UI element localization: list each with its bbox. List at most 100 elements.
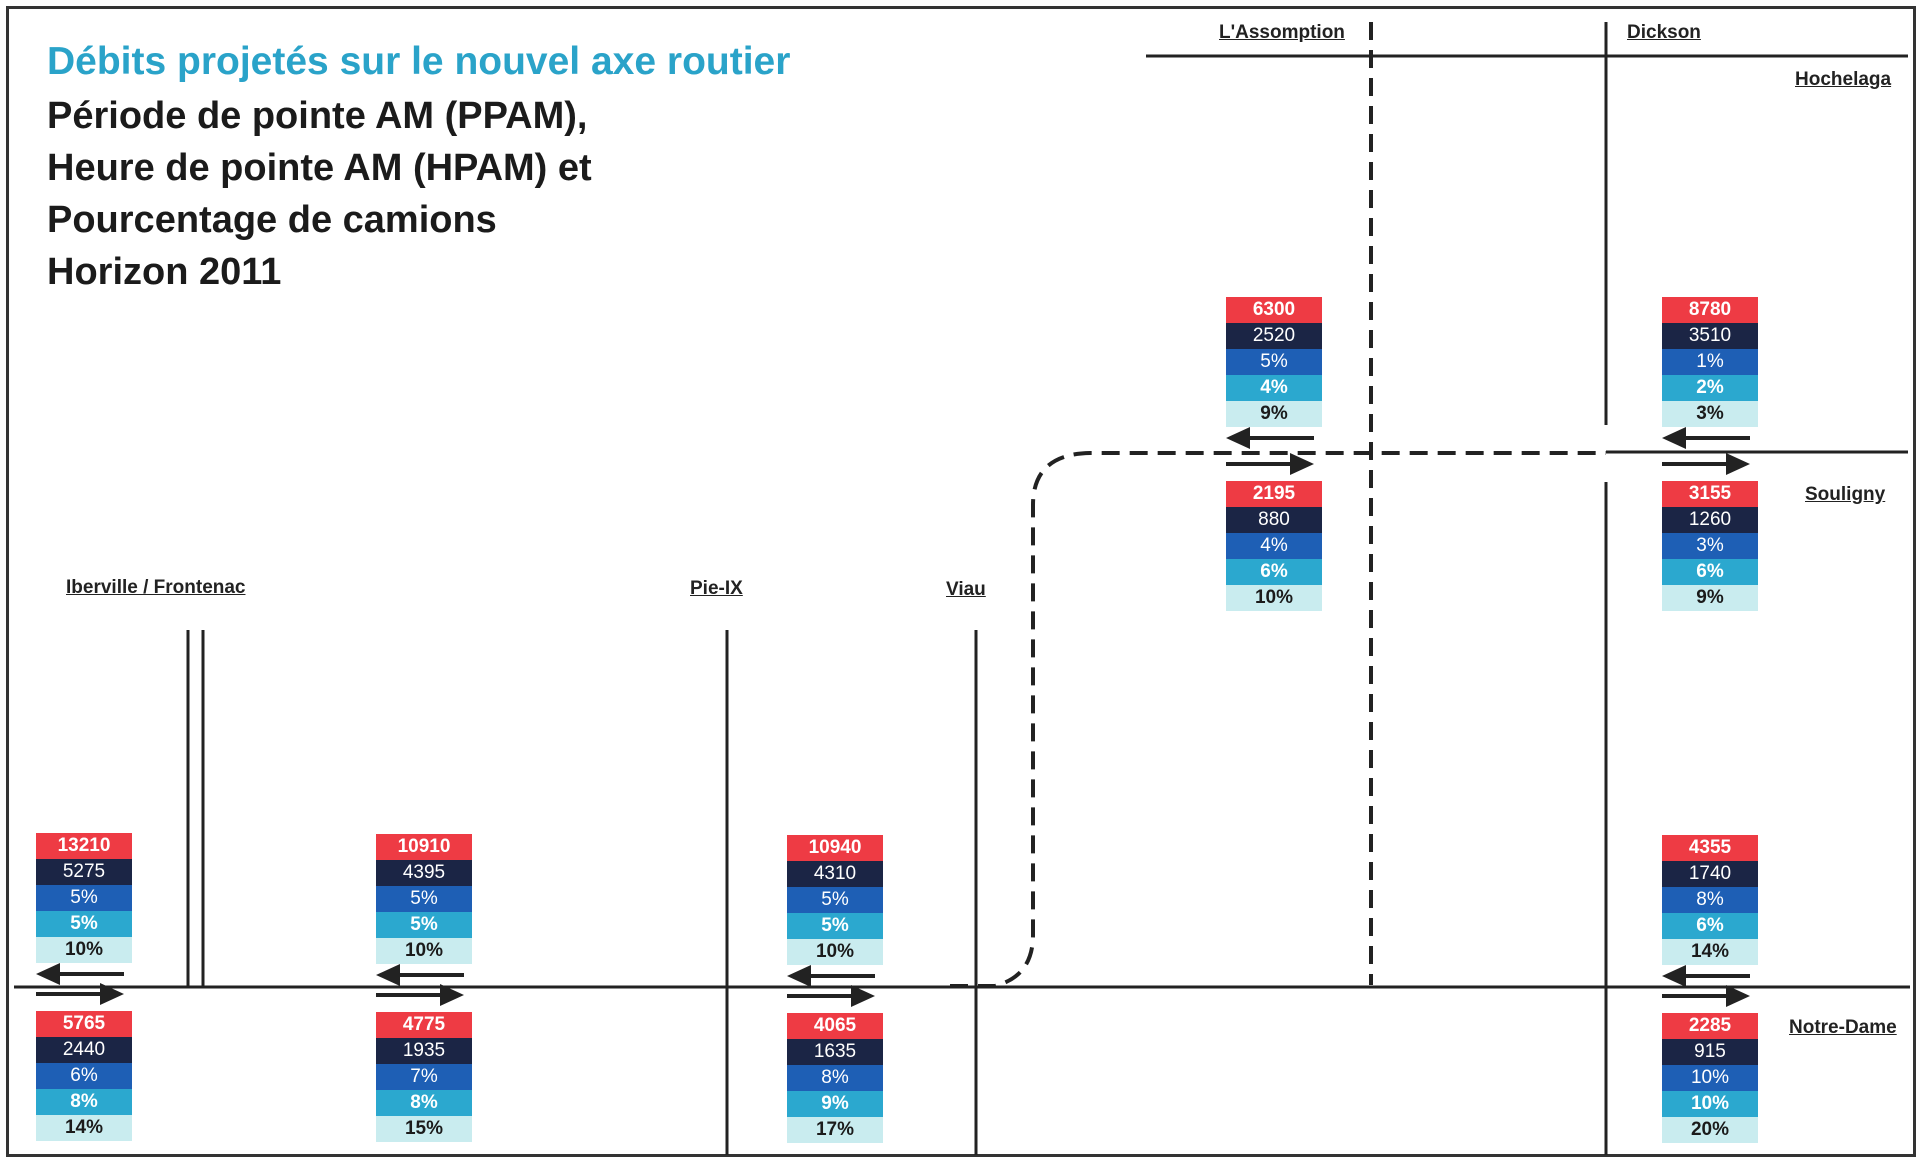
truck-pct-2: 8% (36, 1089, 132, 1115)
truck-pct-1: 5% (36, 885, 132, 911)
truck-pct-1: 5% (787, 887, 883, 913)
truck-pct-2: 6% (1226, 559, 1322, 585)
truck-pct-2: 9% (787, 1091, 883, 1117)
ppam-volume: 13210 (36, 833, 132, 859)
truck-pct-3: 14% (36, 1115, 132, 1141)
volume-box-pie-ix-westbound: 10940 4310 5% 5% 10% (787, 835, 883, 965)
truck-pct-1: 8% (787, 1065, 883, 1091)
hpam-volume: 1260 (1662, 507, 1758, 533)
hpam-volume: 4395 (376, 860, 472, 886)
ppam-volume: 2285 (1662, 1013, 1758, 1039)
diagram-frame (6, 6, 1916, 1157)
truck-pct-3: 10% (1226, 585, 1322, 611)
ppam-volume: 10940 (787, 835, 883, 861)
street-label-iberville: Iberville / Frontenac (66, 577, 246, 598)
volume-box-assomption-eastbound: 2195 880 4% 6% 10% (1226, 481, 1322, 611)
subtitle-line-4: Horizon 2011 (47, 251, 282, 293)
subtitle-line-3: Pourcentage de camions (47, 199, 497, 241)
truck-pct-2: 6% (1662, 559, 1758, 585)
ppam-volume: 8780 (1662, 297, 1758, 323)
truck-pct-2: 5% (787, 913, 883, 939)
truck-pct-2: 6% (1662, 913, 1758, 939)
truck-pct-3: 3% (1662, 401, 1758, 427)
ppam-volume: 4065 (787, 1013, 883, 1039)
truck-pct-3: 9% (1662, 585, 1758, 611)
hpam-volume: 1935 (376, 1038, 472, 1064)
volume-box-notre-dame-eastbound: 2285 915 10% 10% 20% (1662, 1013, 1758, 1143)
volume-box-mid-eastbound: 4775 1935 7% 8% 15% (376, 1012, 472, 1142)
truck-pct-1: 7% (376, 1064, 472, 1090)
arrow-right-icon (36, 983, 124, 1005)
hpam-volume: 2520 (1226, 323, 1322, 349)
street-label-assomption: L'Assomption (1219, 22, 1345, 43)
hpam-volume: 880 (1226, 507, 1322, 533)
truck-pct-1: 5% (1226, 349, 1322, 375)
truck-pct-3: 17% (787, 1117, 883, 1143)
arrow-left-icon (1662, 427, 1750, 449)
truck-pct-3: 10% (376, 938, 472, 964)
truck-pct-3: 10% (36, 937, 132, 963)
volume-box-iberville-westbound: 13210 5275 5% 5% 10% (36, 833, 132, 963)
truck-pct-2: 5% (376, 912, 472, 938)
volume-box-dickson-westbound: 8780 3510 1% 2% 3% (1662, 297, 1758, 427)
street-label-pie-ix: Pie-IX (690, 578, 743, 599)
diagram-title: Débits projetés sur le nouvel axe routie… (47, 40, 791, 83)
volume-box-notre-dame-westbound: 4355 1740 8% 6% 14% (1662, 835, 1758, 965)
truck-pct-3: 14% (1662, 939, 1758, 965)
street-label-hochelaga: Hochelaga (1795, 69, 1892, 90)
truck-pct-1: 3% (1662, 533, 1758, 559)
arrow-right-icon (376, 984, 464, 1006)
new-axis-dashed (950, 451, 1606, 988)
ppam-volume: 10910 (376, 834, 472, 860)
hpam-volume: 5275 (36, 859, 132, 885)
arrow-right-icon (1662, 985, 1750, 1007)
volume-box-pie-ix-eastbound: 4065 1635 8% 9% 17% (787, 1013, 883, 1143)
volume-box-assomption-westbound: 6300 2520 5% 4% 9% (1226, 297, 1322, 427)
ppam-volume: 2195 (1226, 481, 1322, 507)
arrow-left-icon (376, 964, 464, 986)
volume-box-mid-westbound: 10910 4395 5% 5% 10% (376, 834, 472, 964)
truck-pct-2: 10% (1662, 1091, 1758, 1117)
street-label-souligny: Souligny (1805, 484, 1886, 505)
truck-pct-2: 5% (36, 911, 132, 937)
arrow-right-icon (1226, 453, 1314, 475)
truck-pct-1: 5% (376, 886, 472, 912)
truck-pct-1: 10% (1662, 1065, 1758, 1091)
arrow-right-icon (787, 985, 875, 1007)
traffic-direction-arrows (36, 427, 1750, 1007)
subtitle-line-1: Période de pointe AM (PPAM), (47, 95, 588, 137)
street-label-notre-dame: Notre-Dame (1789, 1017, 1897, 1038)
truck-pct-1: 8% (1662, 887, 1758, 913)
arrow-left-icon (787, 965, 875, 987)
subtitle-line-2: Heure de pointe AM (HPAM) et (47, 147, 592, 189)
street-label-viau: Viau (946, 579, 986, 600)
hpam-volume: 3510 (1662, 323, 1758, 349)
truck-pct-2: 4% (1226, 375, 1322, 401)
arrow-left-icon (36, 963, 124, 985)
hpam-volume: 1635 (787, 1039, 883, 1065)
ppam-volume: 4355 (1662, 835, 1758, 861)
hpam-volume: 915 (1662, 1039, 1758, 1065)
hpam-volume: 2440 (36, 1037, 132, 1063)
truck-pct-1: 4% (1226, 533, 1322, 559)
truck-pct-3: 15% (376, 1116, 472, 1142)
arrow-left-icon (1662, 965, 1750, 987)
volume-box-dickson-eastbound: 3155 1260 3% 6% 9% (1662, 481, 1758, 611)
truck-pct-2: 2% (1662, 375, 1758, 401)
ppam-volume: 5765 (36, 1011, 132, 1037)
hpam-volume: 4310 (787, 861, 883, 887)
hpam-volume: 1740 (1662, 861, 1758, 887)
arrow-left-icon (1226, 427, 1314, 449)
truck-pct-1: 6% (36, 1063, 132, 1089)
street-label-dickson: Dickson (1627, 22, 1701, 43)
truck-pct-3: 10% (787, 939, 883, 965)
arrow-right-icon (1662, 453, 1750, 475)
ppam-volume: 4775 (376, 1012, 472, 1038)
truck-pct-3: 20% (1662, 1117, 1758, 1143)
volume-box-iberville-eastbound: 5765 2440 6% 8% 14% (36, 1011, 132, 1141)
ppam-volume: 3155 (1662, 481, 1758, 507)
truck-pct-3: 9% (1226, 401, 1322, 427)
ppam-volume: 6300 (1226, 297, 1322, 323)
truck-pct-2: 8% (376, 1090, 472, 1116)
